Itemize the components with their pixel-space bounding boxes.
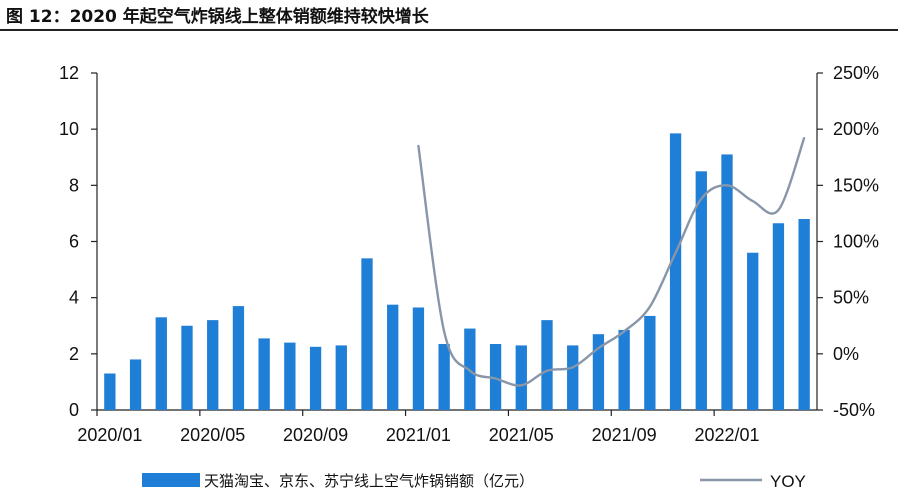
- bar: [438, 344, 450, 410]
- x-tick-label: 2021/05: [489, 425, 554, 445]
- bar: [104, 373, 116, 410]
- bar: [232, 306, 245, 410]
- right-tick-label: 0%: [833, 344, 859, 364]
- bar: [361, 258, 373, 410]
- bar: [258, 338, 270, 410]
- left-tick-group: 0 2 4 6 8 10 12: [59, 63, 97, 420]
- bar: [592, 334, 605, 410]
- x-tick-label: 2021/01: [386, 425, 451, 445]
- bar: [515, 345, 527, 410]
- bar: [181, 325, 193, 410]
- x-tick-label: 2022/01: [694, 425, 759, 445]
- left-tick-label: 6: [69, 232, 79, 252]
- bar: [747, 252, 759, 410]
- yoy-line: [417, 137, 806, 387]
- figure-title: 图 12：2020 年起空气炸锅线上整体销额维持较快增长: [6, 7, 429, 27]
- x-tick-label: 2020/05: [180, 425, 245, 445]
- x-tick-label: 2021/09: [592, 425, 657, 445]
- bar: [284, 342, 296, 410]
- right-tick-label: 150%: [833, 175, 879, 195]
- right-tick-label: 200%: [833, 119, 879, 139]
- right-tick-label: -50%: [833, 400, 875, 420]
- legend: 天猫淘宝、京东、苏宁线上空气炸锅销额（亿元） YOY: [142, 472, 806, 491]
- left-tick-label: 12: [59, 63, 79, 83]
- bar: [387, 304, 399, 410]
- bar: [695, 171, 707, 410]
- bar: [772, 223, 785, 410]
- bar: [489, 344, 502, 410]
- right-tick-label: 250%: [833, 63, 879, 83]
- left-tick-label: 8: [69, 175, 79, 195]
- legend-line-label: YOY: [770, 472, 806, 491]
- left-tick-label: 4: [69, 288, 79, 308]
- x-tick-group: 2020/01 2020/05 2020/09 2021/01 2021/05 2021/…: [77, 410, 760, 445]
- axes-group: [96, 73, 818, 411]
- right-tick-group: -50% 0% 50% 100% 150% 200% 250%: [817, 63, 879, 420]
- left-tick-label: 2: [69, 344, 79, 364]
- bar: [412, 307, 425, 410]
- bar: [541, 320, 553, 410]
- bar-series: [104, 133, 810, 411]
- title-divider: [0, 29, 898, 31]
- right-tick-label: 50%: [833, 288, 869, 308]
- bar: [567, 345, 579, 410]
- bar: [155, 317, 167, 410]
- x-tick-label: 2020/01: [77, 425, 142, 445]
- bar: [207, 320, 219, 410]
- bar: [335, 345, 347, 410]
- left-tick-label: 0: [69, 400, 79, 420]
- right-tick-label: 100%: [833, 232, 879, 252]
- bar: [798, 219, 810, 410]
- bar: [129, 359, 142, 410]
- bar: [644, 315, 656, 410]
- legend-bar-label: 天猫淘宝、京东、苏宁线上空气炸锅销额（亿元）: [204, 472, 534, 490]
- bar: [721, 154, 733, 410]
- legend-bar-swatch: [142, 473, 200, 487]
- bar: [618, 329, 630, 410]
- x-tick-label: 2020/09: [283, 425, 348, 445]
- bar: [669, 133, 682, 411]
- left-tick-label: 10: [59, 119, 79, 139]
- bar: [309, 346, 322, 410]
